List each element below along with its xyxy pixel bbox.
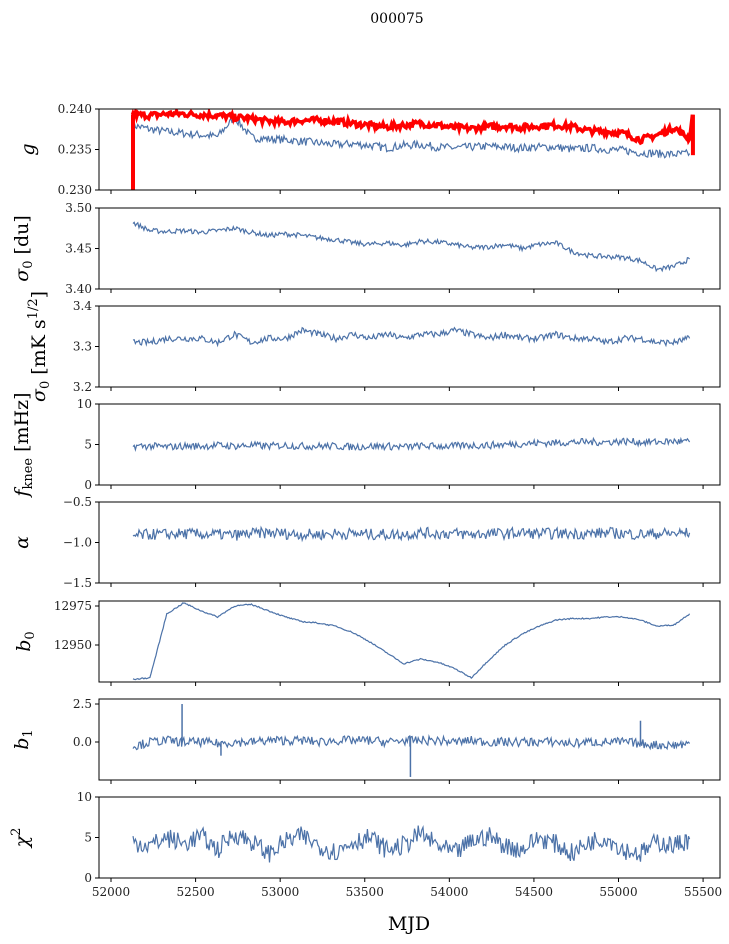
y-axis-label: σ0 [du]: [11, 215, 36, 282]
y-axis-label: b1: [11, 729, 36, 749]
label-part: [mHz]: [11, 392, 33, 457]
y-tick-label: 12950: [54, 638, 92, 652]
label-part: [mK s: [28, 319, 50, 380]
y-axis-label: α: [11, 536, 33, 549]
y-tick-label: −0.5: [63, 495, 92, 509]
label-part: ]: [28, 291, 50, 298]
label-part: [du]: [11, 215, 33, 260]
label-part: 0: [38, 381, 53, 389]
panel-7: 0 5 10 52000 52500 53000 53500 54000 54500 55000 5…: [9, 790, 722, 899]
x-tick-label: 55500: [684, 885, 722, 899]
y-tick-label: 5: [84, 438, 92, 452]
y-tick-label: 5: [84, 831, 92, 845]
label-part: χ: [11, 834, 33, 849]
y-axis-label: fknee [mHz]: [11, 392, 36, 498]
y-tick-label: 3.40: [65, 282, 92, 296]
axes-frame: [98, 207, 721, 290]
y-tick-label: 3.4: [73, 299, 92, 313]
chart-title: 000075: [370, 11, 423, 27]
series-line-g_model: [130, 109, 695, 146]
x-tick-label: 53000: [261, 885, 299, 899]
x-tick-label: 52500: [176, 885, 214, 899]
panel-6: 0.0 2.5 b1: [11, 697, 721, 784]
panel-1: 3.40 3.45 3.50 σ0 [du]: [11, 201, 721, 296]
y-tick-label: 12975: [54, 599, 92, 613]
axes-frame: [98, 698, 721, 781]
label-part: α: [11, 536, 33, 549]
series-line-b1: [132, 734, 691, 751]
x-axis-label: MJD: [388, 913, 430, 935]
series-line-sigma0: [132, 221, 691, 273]
y-tick-label: 0.235: [58, 143, 92, 157]
panel-2: 3.2 3.3 3.4 σ0 [mK s1/2]: [26, 291, 721, 402]
label-part: knee: [21, 458, 36, 490]
axes-frame: [98, 796, 721, 879]
panel-4: −1.5 −1.0 −0.5 α: [11, 495, 721, 590]
x-tick-label: 54500: [515, 885, 553, 899]
series-line-chi2: [132, 825, 691, 863]
panel-0: 0.230 0.235 0.240 g: [17, 102, 721, 197]
y-axis-label: b0: [13, 631, 38, 651]
label-part: b: [11, 738, 33, 750]
label-part: σ: [28, 388, 50, 402]
y-tick-label: 0: [84, 871, 92, 885]
label-part: f: [11, 487, 33, 499]
y-tick-label: 3.2: [73, 380, 92, 394]
series-line-sigma0_mK: [132, 326, 691, 348]
series-line-g: [132, 115, 691, 159]
x-tick-label: 52000: [92, 885, 130, 899]
y-tick-label: 10: [77, 790, 92, 804]
label-part: 1/2: [26, 298, 41, 319]
y-tick-label: 2.5: [73, 697, 92, 711]
label-part: σ: [11, 268, 33, 282]
y-axis-label: χ2: [9, 828, 33, 850]
y-tick-label: 0.240: [58, 102, 92, 116]
x-tick-label: 54000: [430, 885, 468, 899]
label-part: b: [13, 640, 35, 652]
label-part: 2: [9, 828, 24, 836]
y-tick-label: 3.45: [65, 242, 92, 256]
y-tick-label: 10: [77, 397, 92, 411]
y-tick-label: 0: [84, 478, 92, 492]
label-part: 0: [23, 631, 38, 639]
label-part: 0: [21, 261, 36, 269]
series-line-alpha: [132, 525, 691, 543]
y-tick-label: 3.50: [65, 201, 92, 215]
panel-5: 12950 12975 b0: [13, 599, 721, 686]
x-tick-label: 55000: [599, 885, 637, 899]
axes-frame: [98, 501, 721, 584]
panel-3: 0 5 10 fknee [mHz]: [11, 392, 721, 499]
series-line-b0: [132, 602, 691, 681]
y-tick-label: 3.3: [73, 340, 92, 354]
x-tick-label: 53500: [346, 885, 384, 899]
axes-frame: [98, 600, 721, 683]
y-axis-label: σ0 [mK s1/2]: [26, 291, 53, 402]
label-part: g: [17, 143, 39, 155]
y-axis-label: g: [17, 143, 39, 155]
y-tick-label: −1.5: [63, 576, 92, 590]
label-part: 1: [21, 729, 36, 737]
y-tick-label: 0.230: [58, 183, 92, 197]
y-tick-label: 0.0: [73, 735, 92, 749]
series-line-fknee: [132, 436, 691, 453]
axes-frame: [98, 305, 721, 388]
y-tick-label: −1.0: [63, 536, 92, 550]
